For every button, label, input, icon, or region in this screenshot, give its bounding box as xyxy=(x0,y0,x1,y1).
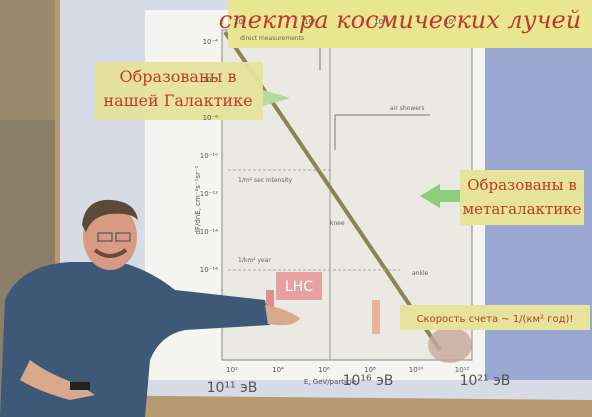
x-tick-label: 10⁶ xyxy=(318,366,330,374)
y-tick-label: 10⁻¹⁴ xyxy=(200,228,218,236)
x-tick-label: 10¹⁰ xyxy=(409,366,424,374)
photo: спектра космических лучей Образованы в н… xyxy=(0,0,592,417)
energy-label: 10¹⁶ эВ xyxy=(343,373,394,389)
y-tick-label: 10⁻¹² xyxy=(200,190,218,198)
y-tick-label: 10⁻⁴ xyxy=(203,38,219,46)
x-tick-label: 10⁴ xyxy=(272,366,284,374)
annotation: 1/m² sec intensity xyxy=(238,177,292,184)
y-axis-title: dF/dnE, cm⁻²s⁻¹sr⁻¹ xyxy=(194,165,202,234)
y-tick-label: 10⁻⁸ xyxy=(203,114,219,122)
annotation: direct measurements xyxy=(240,35,304,42)
y-tick-label: 10⁻¹⁶ xyxy=(200,266,218,274)
annotation: knee xyxy=(330,220,345,227)
top-tick-label: 10⁴ xyxy=(374,18,386,26)
galaxy-label: Образованы в xyxy=(120,67,237,86)
annotation: ankle xyxy=(412,270,429,277)
scene-svg: спектра космических лучей Образованы в н… xyxy=(0,0,592,417)
y-tick-label: 10⁻¹⁰ xyxy=(200,152,218,160)
y-tick-label: 10⁻⁶ xyxy=(203,76,219,84)
metagalaxy-label: Образованы в xyxy=(467,176,577,194)
annotation: air showers xyxy=(390,105,425,112)
x-tick-label: 10² xyxy=(226,366,238,374)
energy-label: 10²¹ эВ xyxy=(460,373,511,389)
lhc-label: LHC xyxy=(285,279,313,295)
metagalaxy-label: метагалактике xyxy=(463,200,582,218)
rate-label: Скорость счета ~ 1/(км² год)! xyxy=(417,314,574,325)
galaxy-label: нашей Галактике xyxy=(103,91,252,110)
annotation: 1/km² year xyxy=(238,257,271,264)
top-tick-label: 10² xyxy=(304,18,316,26)
remote xyxy=(70,382,90,390)
top-tick-label: 10⁶ xyxy=(444,18,456,26)
energy-label: 10¹¹ эВ xyxy=(207,380,258,396)
rate-arrow xyxy=(372,300,380,334)
slide-title: спектра космических лучей xyxy=(219,6,581,34)
ankle-blob xyxy=(428,327,472,363)
top-tick-label: 10⁰ xyxy=(234,18,246,26)
